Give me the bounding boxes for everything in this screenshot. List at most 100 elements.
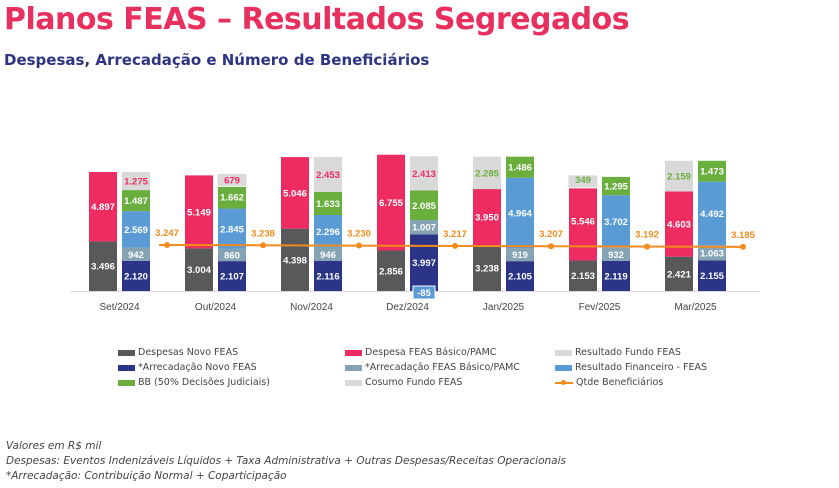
data-label: 349 [575, 175, 591, 186]
legend-item: Cosumo Fundo FEAS [345, 377, 462, 388]
data-label: 2.285 [475, 168, 499, 179]
data-label: 1.662 [220, 192, 244, 203]
bar-segment [122, 211, 150, 248]
x-tick-label: Fev/2025 [579, 302, 621, 313]
page-title: Planos FEAS – Resultados Segregados [4, 2, 630, 37]
data-label: 860 [224, 251, 240, 262]
legend-swatch [555, 379, 573, 385]
legend-swatch [555, 364, 572, 371]
bar-segment [410, 234, 438, 291]
bar-segment [698, 181, 726, 246]
data-label: 5.546 [571, 217, 595, 228]
bar-segment [122, 171, 150, 191]
bar-segment [698, 160, 726, 182]
data-label: 4.897 [91, 202, 115, 213]
data-label: 3.950 [475, 213, 499, 224]
bar-segment [218, 185, 246, 209]
legend-label: *Arrecadação Novo FEAS [138, 362, 257, 373]
legend-item: *Arrecadação Novo FEAS [118, 362, 257, 373]
legend-label: BB (50% Decisões Judiciais) [138, 377, 270, 388]
bar-segment [410, 190, 438, 221]
bar-segment [281, 157, 309, 229]
legend-swatch [555, 349, 572, 356]
data-label: 5.149 [187, 207, 211, 218]
bar-segment [314, 157, 342, 192]
line-data-label: 3.217 [443, 229, 467, 240]
data-label: 3.702 [604, 217, 628, 228]
data-label-box [216, 172, 248, 187]
legend-label: Despesa FEAS Básico/PAMC [365, 347, 497, 358]
legend-item: *Arrecadação FEAS Básico/PAMC [345, 362, 520, 373]
note-arrecadacao: *Arrecadação: Contribuição Normal + Copa… [6, 470, 287, 482]
legend-swatch [118, 364, 135, 371]
bar-segment [602, 195, 630, 248]
legend-label: Cosumo Fundo FEAS [365, 377, 463, 388]
bar-segment [569, 260, 597, 291]
page-subtitle: Despesas, Arrecadação e Número de Benefi… [4, 51, 430, 69]
line-point [452, 242, 458, 249]
bar-segment [410, 220, 438, 235]
stacked-bar-chart: 3.496 4.897 2.120 942 2.569 1.487 1.275 Set/202… [70, 154, 760, 313]
bar-segment [281, 228, 309, 291]
data-label: 1.486 [508, 163, 532, 174]
bar-segment [122, 247, 150, 261]
bar-segment [314, 247, 342, 261]
data-label: 2.153 [571, 271, 595, 282]
data-label: 3.004 [187, 265, 211, 276]
line-point [356, 242, 362, 249]
data-label: 3.496 [91, 262, 115, 273]
legend-label: Resultado Financeiro - FEAS [575, 362, 707, 373]
x-tick-label: Mar/2025 [674, 302, 717, 313]
data-label: 2.159 [667, 172, 691, 183]
data-label: 2.107 [220, 272, 244, 283]
bar-segment [473, 189, 501, 246]
line-point [260, 242, 266, 249]
legend-swatch [345, 364, 362, 371]
data-label: 5.046 [283, 188, 307, 199]
data-label: 1.007 [412, 223, 436, 234]
bar-segment [122, 260, 150, 291]
bar-segment [218, 248, 246, 262]
data-label: 2.569 [124, 225, 148, 236]
legend-swatch [118, 379, 135, 386]
bar-segment [410, 156, 438, 191]
legend-label: Qtde Beneficiários [576, 377, 664, 388]
line-point [548, 243, 554, 250]
legend-swatch [118, 349, 135, 356]
note-despesas: Despesas: Eventos Indenizáveis Líquidos … [6, 455, 566, 467]
data-label: 2.421 [667, 269, 691, 280]
legend-item: Despesas Novo FEAS [118, 347, 238, 358]
bar-segment [473, 156, 501, 190]
bar-segment [698, 245, 726, 261]
bar-segment [506, 248, 534, 262]
legend-swatch [345, 349, 362, 356]
data-label: 3.238 [475, 264, 499, 275]
bar-segment [89, 241, 117, 291]
line-point [644, 243, 650, 250]
data-label: 2.413 [412, 169, 436, 180]
data-label: 2.155 [700, 271, 724, 282]
bar-segment [602, 260, 630, 291]
bar-segment [377, 250, 405, 291]
bar-segment [185, 175, 213, 249]
data-label: 2.845 [220, 224, 244, 235]
data-label: 919 [512, 250, 528, 261]
data-label: 6.755 [379, 198, 403, 209]
bar-segment [602, 247, 630, 261]
legend-label: *Arrecadação FEAS Básico/PAMC [365, 362, 520, 373]
data-label-box [412, 285, 436, 300]
data-label: 932 [608, 250, 624, 261]
bar-segment [698, 260, 726, 291]
line-data-label: 3.185 [731, 230, 755, 241]
data-label: 4.492 [700, 209, 724, 220]
bar-segment [314, 215, 342, 248]
bar-segment [473, 245, 501, 291]
x-tick-label: Set/2024 [99, 302, 139, 313]
data-label: 4.398 [283, 255, 307, 266]
data-label: -85 [417, 288, 431, 299]
line-data-label: 3.247 [155, 228, 179, 239]
legend-label: Resultado Fundo FEAS [575, 347, 681, 358]
line-point [740, 243, 746, 250]
legend-label: Despesas Novo FEAS [138, 347, 239, 358]
bar-segment [218, 208, 246, 249]
